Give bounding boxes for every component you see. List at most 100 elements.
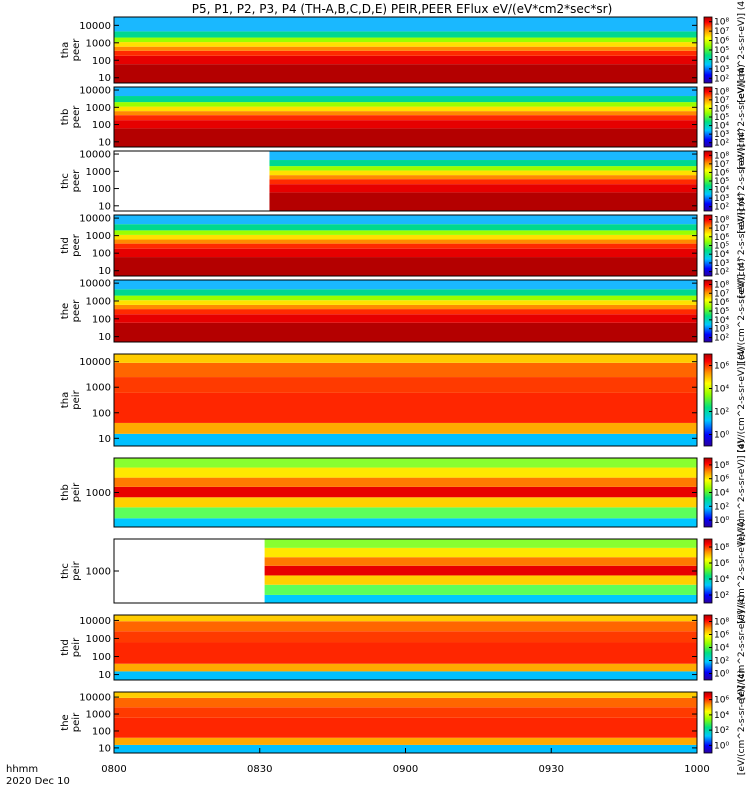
y-tick-label: 1000 bbox=[86, 231, 111, 242]
energy-band bbox=[114, 289, 697, 296]
colorbar-label: [eV/(cm^2-s-sr-eV)] (4) bbox=[737, 258, 747, 363]
y-tick-label: 10 bbox=[98, 137, 111, 148]
energy-band bbox=[269, 170, 697, 176]
colorbar-tick-label: 10⁸ bbox=[714, 618, 729, 628]
panel-tha-peer: 10100100010000thapeer10²10³10⁴10⁵10⁶10⁷1… bbox=[60, 0, 747, 103]
y-tick-label: 1000 bbox=[86, 567, 111, 578]
energy-band bbox=[264, 584, 697, 595]
y-tick-label: 10000 bbox=[79, 21, 111, 32]
energy-band bbox=[114, 106, 697, 112]
colorbar bbox=[703, 353, 713, 447]
x-tick-label: 0830 bbox=[247, 764, 272, 775]
energy-band bbox=[114, 497, 697, 508]
energy-band bbox=[114, 467, 697, 478]
energy-band bbox=[269, 160, 697, 167]
colorbar-tick-label: 10² bbox=[714, 203, 729, 213]
panel-label: thdpeer bbox=[60, 233, 82, 257]
energy-band bbox=[114, 362, 697, 378]
energy-band bbox=[264, 594, 697, 603]
panel-thd-peer: 10100100010000thdpeer10²10³10⁴10⁵10⁶10⁷1… bbox=[60, 193, 747, 298]
colorbar-tick-label: 10⁶ bbox=[714, 362, 729, 372]
energy-band bbox=[114, 128, 697, 147]
energy-band bbox=[269, 151, 697, 161]
energy-band bbox=[114, 50, 697, 56]
panel-label: thepeir bbox=[60, 712, 82, 732]
energy-band bbox=[114, 42, 697, 47]
colorbar-tick-label: 10⁶ bbox=[714, 233, 729, 243]
colorbar-tick-label: 10³ bbox=[714, 325, 729, 335]
colorbar-tick-label: 10² bbox=[714, 334, 729, 344]
energy-band bbox=[114, 631, 697, 643]
colorbar-tick-label: 10⁷ bbox=[714, 27, 729, 37]
colorbar-tick-label: 10⁸ bbox=[714, 461, 729, 471]
panel-the-peer: 10100100010000thepeer10²10³10⁴10⁵10⁶10⁷1… bbox=[60, 258, 747, 363]
panel-frame bbox=[113, 353, 698, 447]
y-tick-label: 10000 bbox=[79, 693, 111, 704]
colorbar-tick-label: 10⁸ bbox=[714, 280, 729, 290]
colorbar-tick-label: 10⁶ bbox=[714, 475, 729, 485]
energy-band bbox=[114, 518, 697, 527]
energy-band bbox=[114, 486, 697, 498]
colorbar-tick-label: 10⁴ bbox=[714, 122, 729, 132]
time-axis-label: hhmm bbox=[6, 764, 38, 775]
colorbar-tick-label: 10⁴ bbox=[714, 250, 729, 260]
energy-band bbox=[114, 46, 697, 51]
energy-band bbox=[114, 234, 697, 240]
colorbar-tick-label: 10⁴ bbox=[714, 385, 729, 395]
energy-band bbox=[114, 671, 697, 680]
panel-thc-peir: 1000 thcpeir 10² 10⁴ 10⁶ 10⁸ [eV/(cm^2-s-sr-eV… bbox=[60, 518, 747, 623]
energy-band bbox=[114, 31, 697, 38]
panel-label: thcpeir bbox=[60, 560, 82, 580]
y-tick-label: 100 bbox=[92, 726, 111, 737]
colorbar-label: [eV/(cm^2-s-sr-eV)] (4) bbox=[737, 193, 747, 298]
energy-band bbox=[114, 322, 697, 342]
energy-band bbox=[269, 166, 697, 171]
panel-label: thbpeir bbox=[60, 482, 82, 502]
colorbar-tick-label: 10⁶ bbox=[714, 559, 729, 569]
y-tick-label: 100 bbox=[92, 120, 111, 131]
colorbar-tick-label: 10⁴ bbox=[714, 55, 729, 65]
panel-frame bbox=[113, 279, 698, 343]
colorbar-tick-label: 10² bbox=[714, 657, 729, 667]
colorbar-tick-label: 10⁷ bbox=[714, 289, 729, 299]
y-tick-label: 10000 bbox=[79, 86, 111, 97]
energy-band bbox=[269, 192, 697, 211]
colorbar-tick-label: 10² bbox=[714, 74, 729, 84]
panel-label: thbpeer bbox=[60, 105, 82, 129]
colorbar-label: [eV/(cm^2-s-sr-eV)] (4) bbox=[737, 595, 747, 700]
date-label: 2020 Dec 10 bbox=[6, 776, 70, 787]
colorbar-tick-label: 10⁴ bbox=[714, 711, 729, 721]
energy-band bbox=[114, 280, 697, 290]
energy-band bbox=[114, 257, 697, 276]
colorbar-tick-label: 10⁸ bbox=[714, 18, 729, 28]
colorbar-tick-label: 10⁵ bbox=[714, 46, 729, 56]
colorbar-label: [eV/(cm^2-s-sr-eV)] (4) bbox=[737, 0, 747, 103]
energy-band bbox=[114, 87, 697, 97]
energy-band bbox=[114, 215, 697, 225]
energy-band bbox=[264, 575, 697, 585]
energy-band bbox=[114, 224, 697, 231]
energy-band bbox=[269, 184, 697, 193]
colorbar-tick-label: 10⁴ bbox=[714, 575, 729, 585]
colorbar-tick-label: 10⁵ bbox=[714, 307, 729, 317]
colorbar-tick-label: 10⁰ bbox=[714, 431, 729, 441]
energy-band bbox=[114, 663, 697, 672]
energy-band bbox=[114, 737, 697, 745]
colorbar-label: [eV/(cm^2-s-sr-eV)] (4) bbox=[737, 64, 747, 169]
x-tick-label: 1000 bbox=[684, 764, 709, 775]
energy-band bbox=[114, 300, 697, 305]
energy-band bbox=[114, 295, 697, 301]
panel-label: thcpeer bbox=[60, 169, 82, 193]
panel-label: thepeer bbox=[60, 299, 82, 323]
colorbar-tick-label: 10⁶ bbox=[714, 168, 729, 178]
y-tick-label: 10 bbox=[98, 73, 111, 84]
colorbar-tick-label: 10² bbox=[714, 139, 729, 149]
energy-band bbox=[114, 111, 697, 116]
colorbar-label: [eV/(cm^2-s-sr-eV)] (4) bbox=[737, 670, 747, 775]
time-axis: 0800 0830 0900 0930 1000 bbox=[101, 748, 710, 775]
energy-band bbox=[114, 615, 697, 622]
panel-label: thdpeir bbox=[60, 637, 82, 657]
energy-band bbox=[114, 692, 697, 698]
colorbar bbox=[703, 691, 713, 754]
energy-band bbox=[114, 477, 697, 487]
